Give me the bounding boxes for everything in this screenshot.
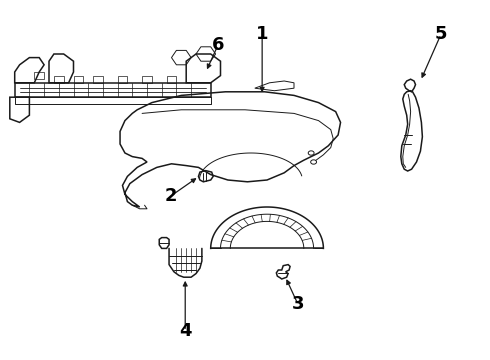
Text: 1: 1 <box>256 25 269 43</box>
Text: 6: 6 <box>212 36 224 54</box>
Text: 4: 4 <box>179 322 192 340</box>
Text: 5: 5 <box>435 25 447 43</box>
Text: 2: 2 <box>164 187 177 205</box>
Text: 3: 3 <box>292 295 304 313</box>
